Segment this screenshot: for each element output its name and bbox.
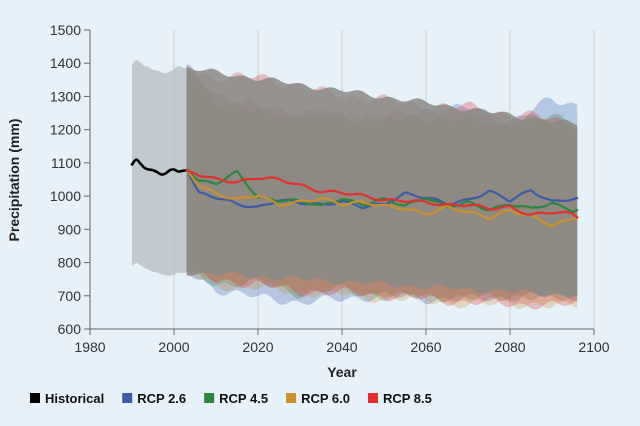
series-line-historical: [130, 158, 188, 176]
legend-swatch-historical: [30, 393, 40, 403]
x-axis-title: Year: [327, 364, 357, 380]
x-tick-label-2100: 2100: [578, 339, 609, 355]
axes: 600 700 800 900 1000 1100 1200 1300 1400 1500 1980…: [50, 22, 610, 355]
y-tick-label-1300: 1300: [50, 88, 81, 104]
legend-label-rcp-6-0: RCP 6.0: [301, 391, 350, 406]
legend-label-rcp-2-6: RCP 2.6: [137, 391, 186, 406]
historical-band: [132, 59, 187, 276]
series-line-rcp-6-0: [185, 169, 579, 228]
legend-label-rcp-8-5: RCP 8.5: [383, 391, 432, 406]
legend-swatch-rcp-6-0: [286, 393, 297, 403]
x-tick-label-1980: 1980: [74, 339, 105, 355]
series-line-rcp-8-5: [185, 169, 579, 219]
y-tick-label-1500: 1500: [50, 22, 81, 38]
y-axis-title: Precipitation (mm): [6, 119, 22, 242]
legend-label-rcp-4-5: RCP 4.5: [219, 391, 268, 406]
x-tick-label-2020: 2020: [242, 339, 273, 355]
legend-label-historical: Historical: [45, 391, 104, 406]
uncertainty-bands: [132, 59, 578, 310]
x-tick-label-2000: 2000: [158, 339, 189, 355]
legend-swatch-rcp-8-5: [367, 393, 378, 403]
y-tick-label-1400: 1400: [50, 55, 81, 71]
x-tick-label-2060: 2060: [410, 339, 441, 355]
legend: Historical RCP 2.6 RCP 4.5 RCP 6.0 RCP 8.5: [30, 391, 432, 406]
y-tick-label-800: 800: [58, 255, 82, 271]
series-line-rcp-4-5: [185, 169, 579, 213]
y-tick-label-900: 900: [58, 221, 82, 237]
y-tick-label-1000: 1000: [50, 188, 81, 204]
legend-swatch-rcp-4-5: [204, 393, 215, 403]
y-tick-label-1100: 1100: [51, 155, 81, 171]
y-tick-label-600: 600: [58, 321, 82, 337]
y-tick-label-700: 700: [58, 288, 82, 304]
legend-swatch-rcp-2-6: [122, 393, 133, 403]
x-tick-label-2040: 2040: [326, 339, 357, 355]
series-lines: [130, 158, 579, 228]
x-tick-label-2080: 2080: [494, 339, 525, 355]
overlap-band: [186, 66, 578, 298]
y-tick-label-1200: 1200: [50, 122, 81, 138]
